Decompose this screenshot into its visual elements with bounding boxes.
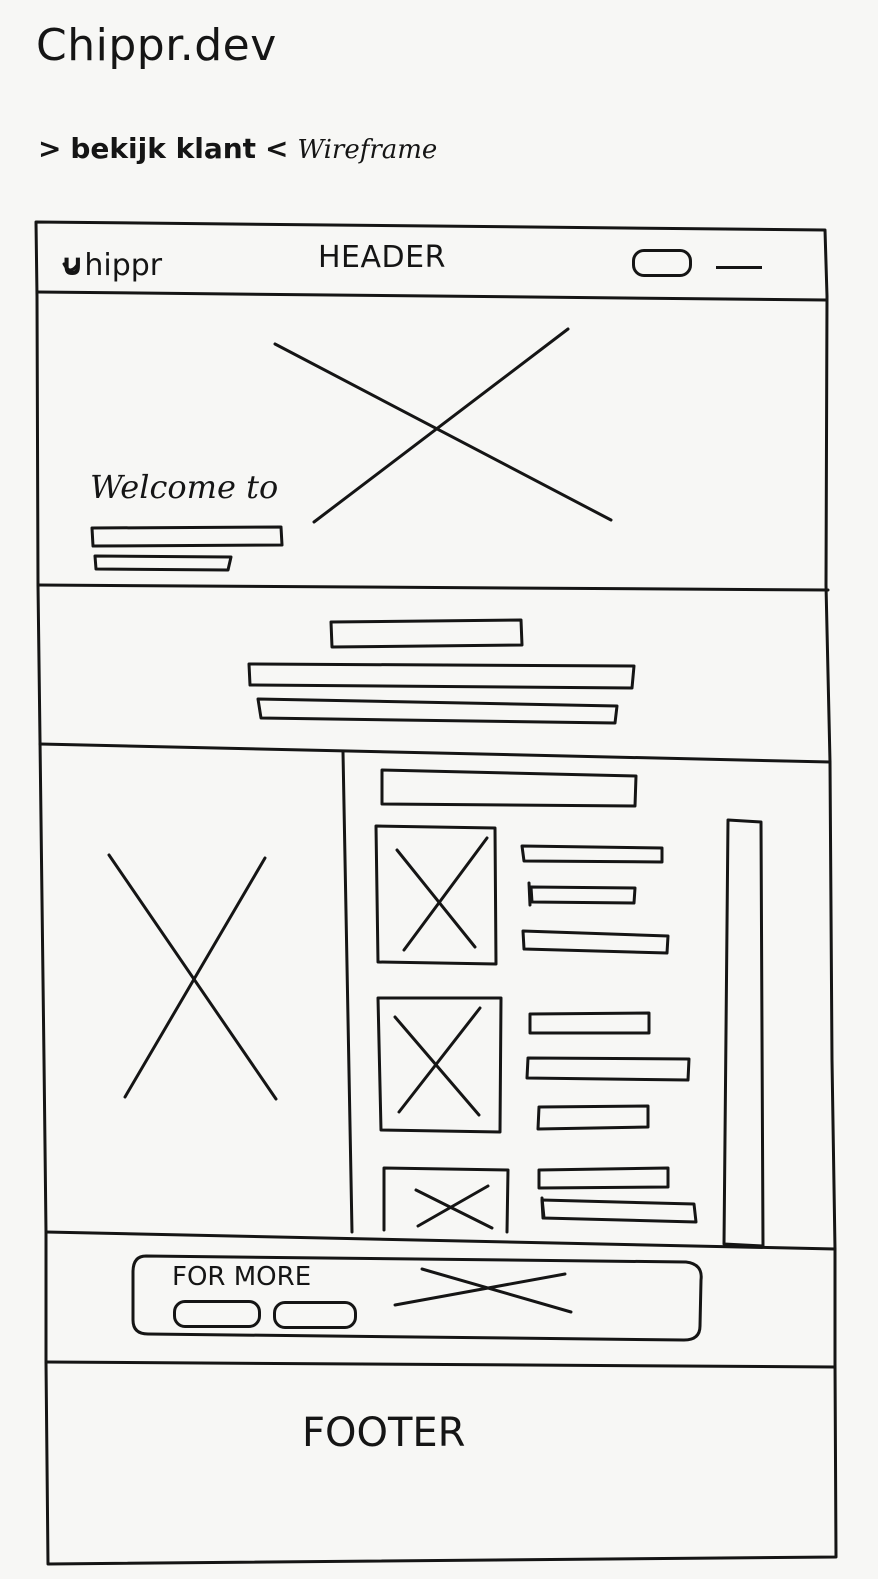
side-image-placeholder [107, 853, 278, 1101]
header-divider [35, 290, 828, 302]
hero-image-placeholder [273, 327, 613, 524]
view-client-link[interactable]: bekijk klant [70, 132, 257, 165]
cta-label: FOR MORE [172, 1262, 312, 1292]
scrollbar [722, 818, 765, 1248]
cta-bottom-divider [44, 1360, 837, 1369]
header-label: HEADER [318, 240, 446, 275]
list-item-1 [374, 824, 670, 966]
list-item-3 [382, 1166, 698, 1234]
cta-image-placeholder [393, 1267, 573, 1314]
intro-text-placeholders [247, 618, 636, 725]
intro-divider [38, 742, 832, 764]
logo-text: hippr [84, 248, 163, 283]
subtitle: > bekijk klant < Wireframe [38, 132, 437, 165]
browser-frame [34, 220, 838, 1566]
hero-text-placeholders [90, 525, 284, 572]
cta-box [131, 1254, 703, 1342]
cta-top-divider [44, 1230, 837, 1251]
logo[interactable]: ∪hippr [60, 248, 162, 283]
page-title: Chippr.dev [36, 20, 277, 71]
logo-smile [62, 262, 80, 272]
menu-icon[interactable] [716, 266, 762, 269]
hero-welcome-text: Welcome to [90, 468, 279, 506]
cta-button-primary[interactable] [173, 1300, 261, 1328]
header-button[interactable] [632, 249, 692, 277]
hero-divider [36, 583, 830, 592]
arrow-right-icon: > [38, 132, 62, 165]
cta-button-secondary[interactable] [273, 1301, 357, 1329]
list-heading-placeholder [380, 768, 638, 808]
arrow-left-icon: < [264, 132, 289, 165]
wireframe-note: Wireframe [297, 135, 438, 165]
content-column-divider [341, 750, 354, 1234]
logo-mark-icon: ∪ [60, 248, 85, 283]
list-item-2 [376, 996, 691, 1134]
footer-label: FOOTER [302, 1410, 466, 1456]
